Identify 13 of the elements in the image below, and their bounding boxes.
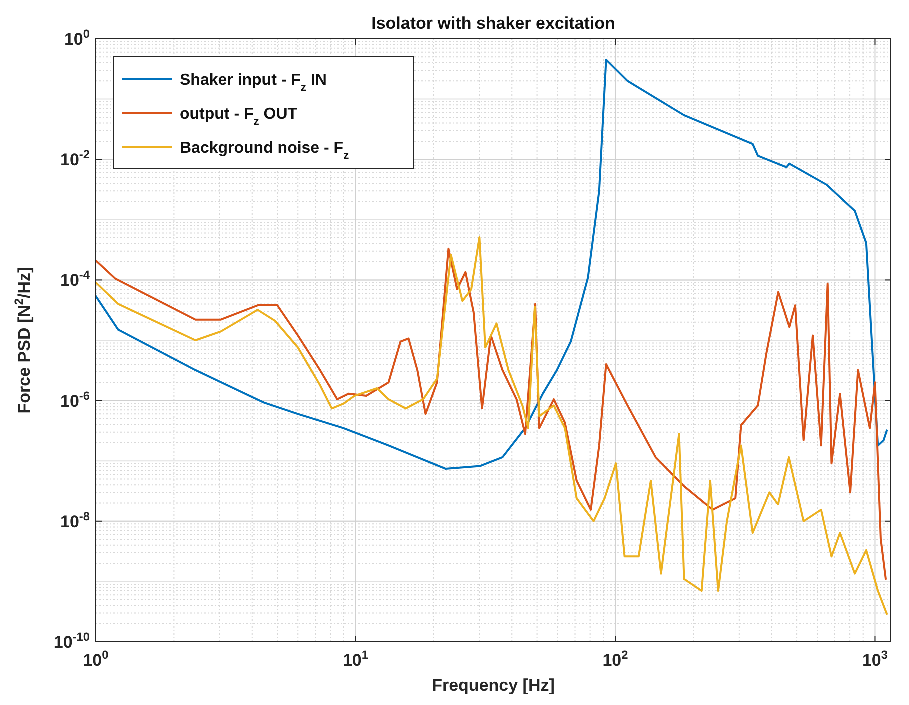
legend-label: Background noise - F$_{z}$ <box>180 140 350 162</box>
x-tick-label: 10$^{2}$ <box>602 648 629 670</box>
y-tick-label: 10$^{-2}$ <box>60 148 90 170</box>
x-tick-label: 10$^{1}$ <box>342 648 369 670</box>
y-tick-label: 10$^{-8}$ <box>60 509 90 532</box>
x-axis-title: Frequency [Hz] <box>432 676 555 695</box>
legend-label: output - F$_{z}$ OUT <box>180 106 298 128</box>
y-tick-label: 10$^{0}$ <box>64 27 90 49</box>
chart-title: Isolator with shaker excitation <box>372 14 616 33</box>
y-tick-label: 10$^{-6}$ <box>60 388 90 411</box>
x-tick-label: 10$^{3}$ <box>862 648 888 670</box>
y-tick-label: 10$^{-4}$ <box>60 268 90 290</box>
legend-label: Shaker input - F$_{z}$ IN <box>180 72 327 94</box>
